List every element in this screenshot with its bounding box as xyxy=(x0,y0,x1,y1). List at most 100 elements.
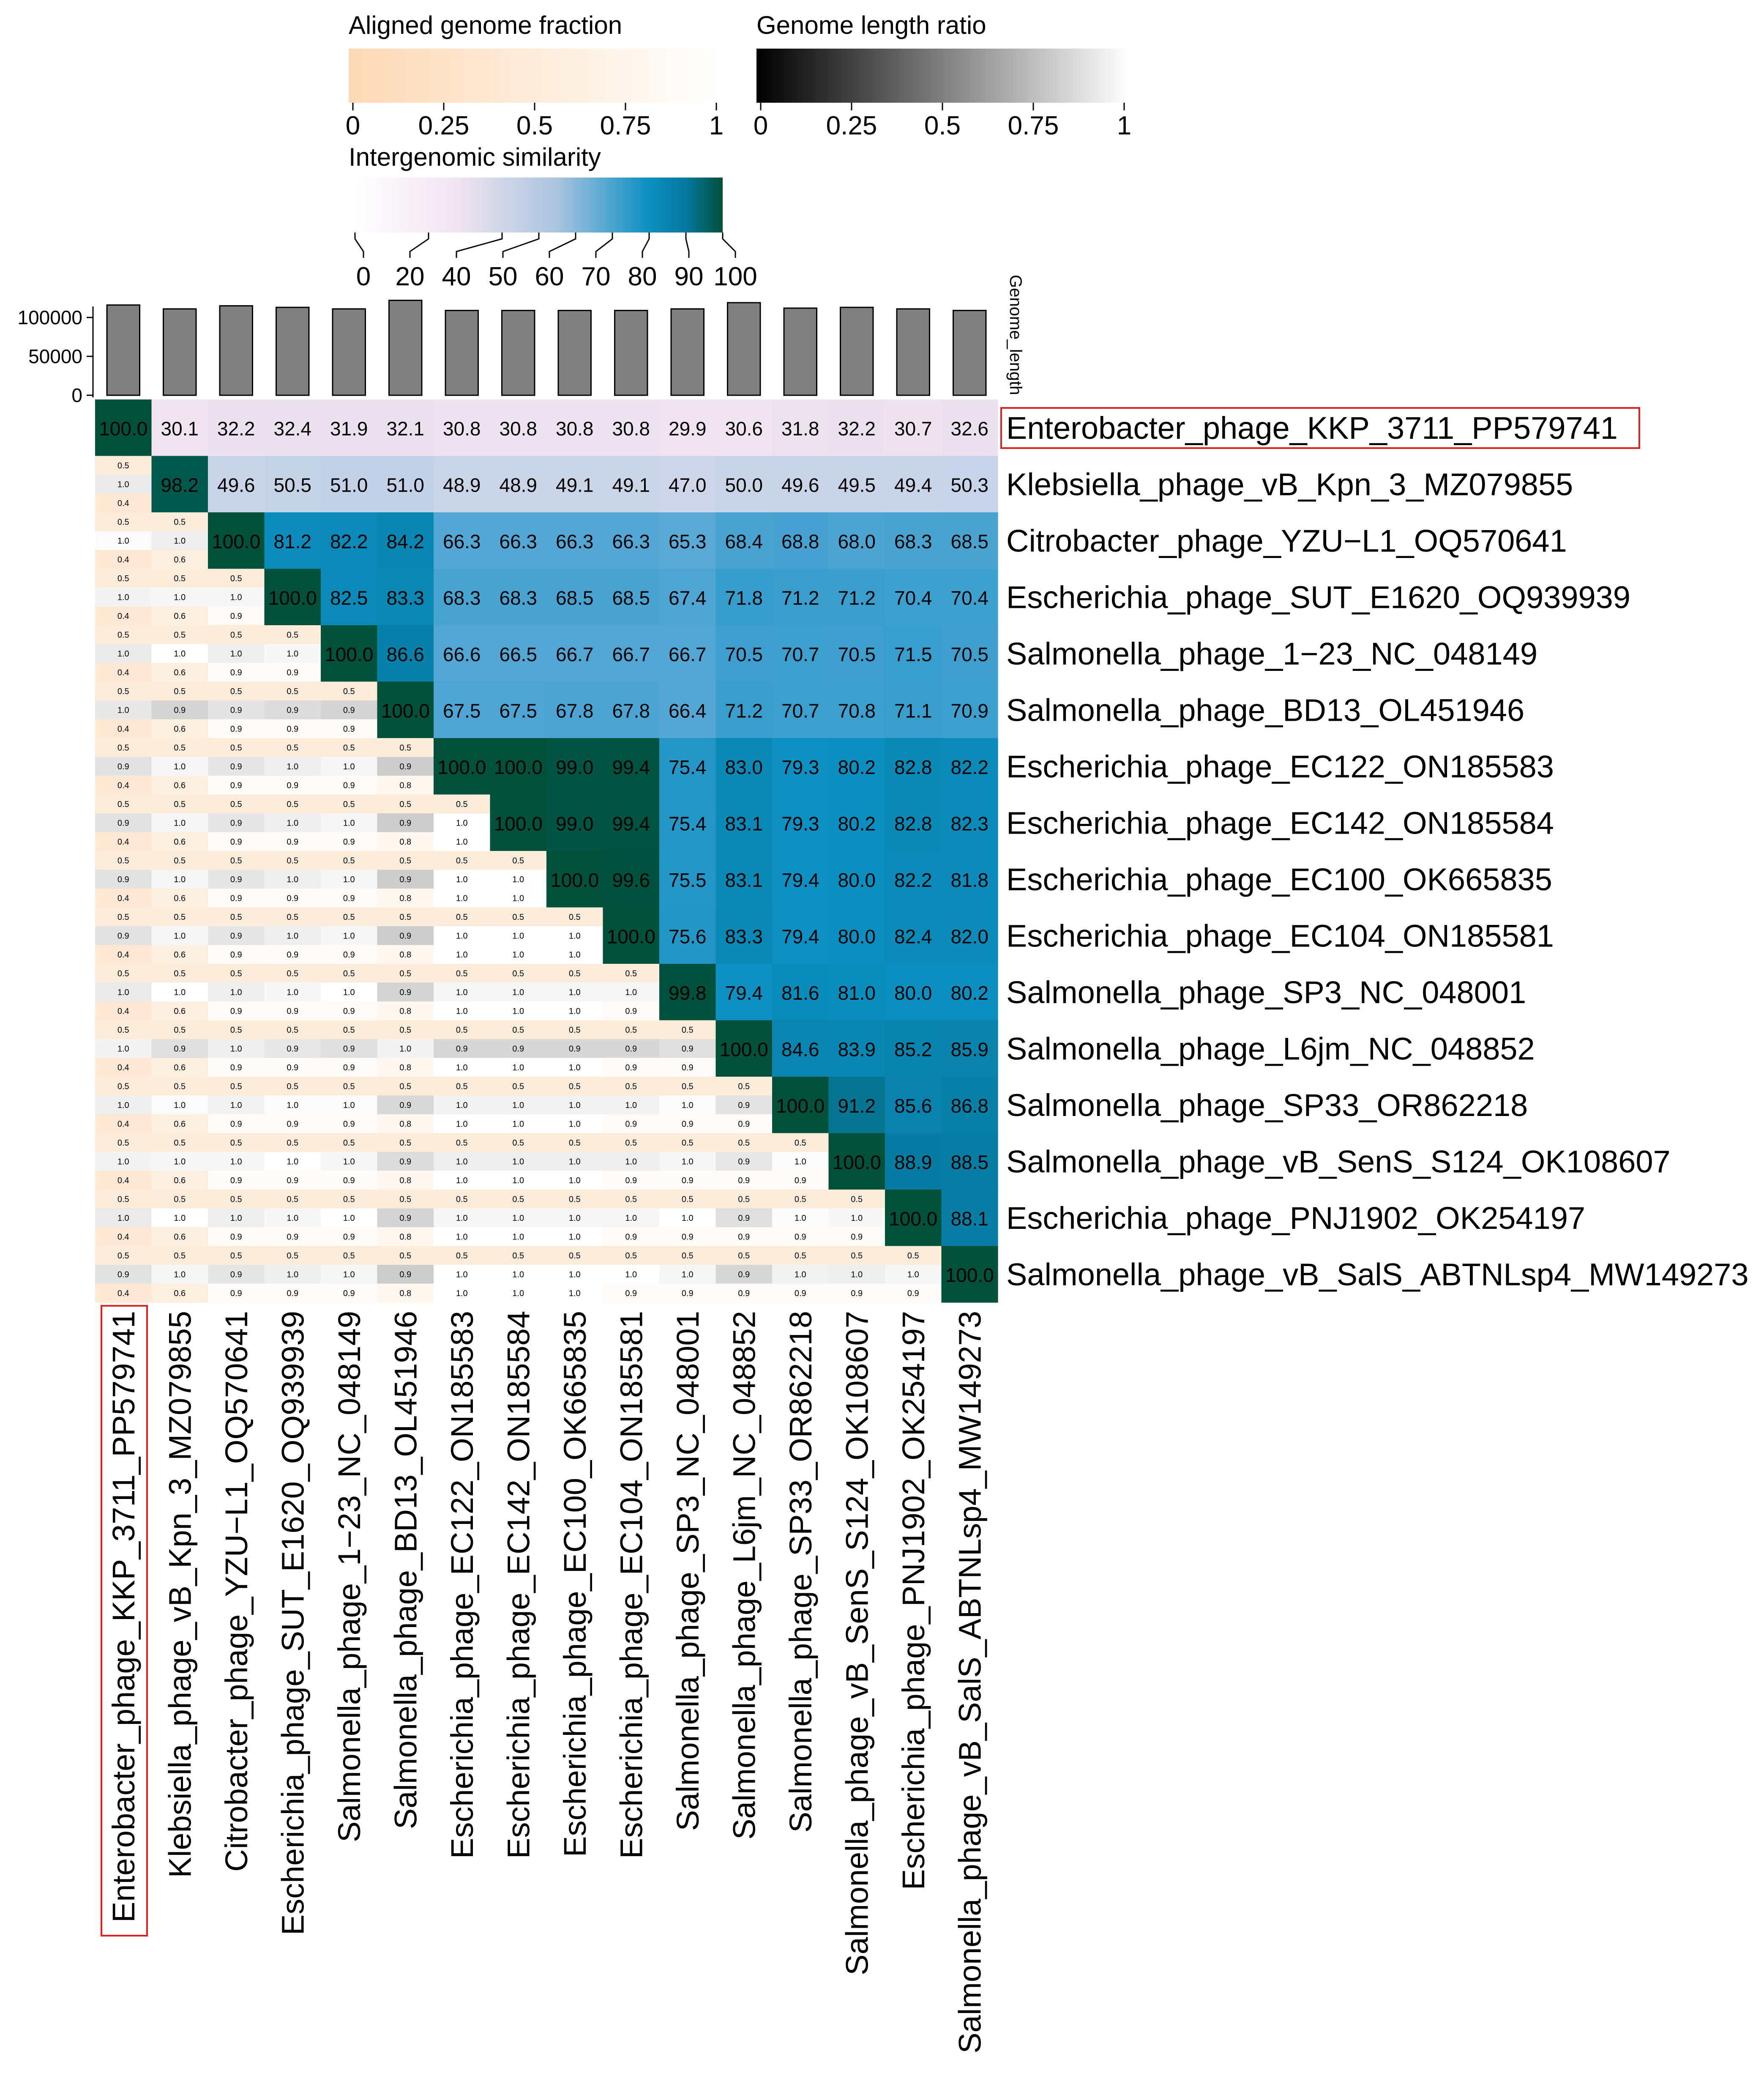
lower-subcell-value: 1.0 xyxy=(456,837,468,847)
lower-subcell xyxy=(377,982,434,1002)
genome-length-ticks: 0 50000 100000 xyxy=(18,306,93,406)
lower-subcell-value: 1.0 xyxy=(512,875,524,884)
lower-subcell-value: 0.5 xyxy=(456,913,468,922)
heatmap-cell xyxy=(546,512,603,569)
similarity-value: 47.0 xyxy=(669,474,707,496)
lower-subcell-value: 0.5 xyxy=(230,743,242,752)
lower-subcell-value: 0.4 xyxy=(117,499,129,508)
lower-subcell xyxy=(151,1020,208,1039)
similarity-value: 66.3 xyxy=(612,531,650,553)
similarity-value: 82.3 xyxy=(950,812,988,834)
row-label: Salmonella_phage_SP33_OR862218 xyxy=(1006,1088,1528,1123)
lower-subcell-value: 0.5 xyxy=(851,1195,863,1204)
heatmap-cell xyxy=(546,681,603,738)
row-label: Salmonella_phage_vB_SenS_S124_OK108607 xyxy=(1006,1144,1671,1179)
lower-subcell-value: 0.5 xyxy=(343,800,355,809)
lower-subcell xyxy=(208,1077,265,1096)
lower-subcell xyxy=(377,813,434,833)
heatmap-cell xyxy=(603,907,660,964)
lower-subcell-value: 0.8 xyxy=(399,781,411,790)
genome-length-bar xyxy=(276,306,310,396)
heatmap-cell xyxy=(603,738,660,795)
lower-subcell-value: 0.9 xyxy=(117,931,129,941)
lower-subcell xyxy=(772,1190,829,1209)
column-label: Enterobacter_phage_KKP_3711_PP579741 xyxy=(106,1311,141,1923)
lower-subcell-value: 0.9 xyxy=(230,1270,242,1279)
lower-subcell-value: 0.5 xyxy=(399,1138,411,1148)
lower-subcell xyxy=(377,757,434,776)
lower-subcell-value: 0.5 xyxy=(230,574,242,583)
lower-subcell-value: 0.9 xyxy=(738,1101,750,1110)
similarity-value: 70.5 xyxy=(838,643,876,665)
lower-subcell xyxy=(546,1058,603,1077)
similarity-value: 100.0 xyxy=(889,1208,937,1230)
similarity-value: 70.7 xyxy=(781,700,819,722)
lower-subcell-value: 0.6 xyxy=(174,555,186,564)
lower-subcell-value: 0.6 xyxy=(174,781,186,790)
similarity-value: 75.4 xyxy=(669,812,707,834)
lower-subcell xyxy=(490,1190,547,1209)
lower-subcell-value: 0.4 xyxy=(117,1119,129,1129)
lower-subcell-value: 0.5 xyxy=(287,687,298,696)
similarity-value: 49.6 xyxy=(217,474,255,496)
similarity-value: 81.8 xyxy=(950,869,988,891)
lower-subcell xyxy=(490,1077,547,1096)
similarity-value: 80.0 xyxy=(838,925,876,947)
lower-subcell xyxy=(490,1152,547,1171)
heatmap-cell xyxy=(828,569,885,626)
lower-subcell-value: 0.4 xyxy=(117,1007,129,1016)
lower-subcell xyxy=(434,982,491,1002)
genome-length-bar xyxy=(670,308,705,396)
lower-subcell-value: 0.9 xyxy=(230,818,242,828)
lower-subcell-value: 1.0 xyxy=(456,1119,468,1129)
lower-subcell xyxy=(151,1001,208,1021)
similarity-value: 85.6 xyxy=(894,1095,932,1117)
lower-subcell xyxy=(264,851,321,870)
lower-subcell xyxy=(151,1246,208,1265)
lower-subcell-value: 0.9 xyxy=(738,1119,750,1129)
heatmap-cell xyxy=(828,1020,885,1077)
lower-subcell-value: 0.5 xyxy=(230,800,242,809)
lower-subcell-value: 1.0 xyxy=(174,649,186,659)
heatmap-cell xyxy=(772,569,829,626)
lower-subcell xyxy=(264,1058,321,1077)
lower-subcell-value: 1.0 xyxy=(174,1270,186,1279)
lower-subcell xyxy=(490,964,547,983)
lower-subcell-value: 0.9 xyxy=(399,875,411,884)
similarity-value: 71.2 xyxy=(838,587,876,609)
similarity-value: 67.8 xyxy=(612,700,650,722)
lower-subcell-value: 1.0 xyxy=(512,931,524,941)
lower-subcell xyxy=(434,794,491,814)
lower-subcell xyxy=(603,964,660,983)
similarity-value: 70.7 xyxy=(781,643,819,665)
lower-subcell-value: 1.0 xyxy=(682,1157,694,1166)
lower-subcell-value: 0.5 xyxy=(287,1195,298,1204)
lower-subcell xyxy=(151,1077,208,1096)
lower-subcell xyxy=(208,719,265,738)
lower-subcell-value: 0.5 xyxy=(399,969,411,978)
lower-subcell xyxy=(659,1095,716,1115)
heatmap-cell xyxy=(546,738,603,795)
heatmap-cell xyxy=(434,738,491,795)
lower-subcell-value: 0.4 xyxy=(117,1289,129,1298)
lower-subcell-value: 0.5 xyxy=(117,1082,129,1091)
lower-subcell xyxy=(321,1227,378,1247)
similarity-value: 100.0 xyxy=(325,643,373,665)
lower-subcell-value: 0.5 xyxy=(343,743,355,752)
heatmap-cell xyxy=(941,964,998,1021)
lower-subcell-value: 1.0 xyxy=(343,1270,355,1279)
lower-subcell xyxy=(95,982,152,1002)
lower-subcell-value: 1.0 xyxy=(117,536,129,546)
lower-subcell xyxy=(434,1077,491,1096)
lower-subcell-value: 0.9 xyxy=(230,894,242,903)
lower-subcell-value: 0.5 xyxy=(456,1195,468,1204)
heatmap-cell xyxy=(603,569,660,626)
lower-subcell xyxy=(151,794,208,814)
lower-subcell-value: 1.0 xyxy=(456,931,468,941)
lower-subcell xyxy=(151,813,208,833)
lower-subcell xyxy=(208,964,265,983)
lower-subcell xyxy=(434,926,491,946)
row-label: Salmonella_phage_L6jm_NC_048852 xyxy=(1006,1031,1535,1066)
lower-subcell-value: 0.5 xyxy=(569,1082,581,1091)
